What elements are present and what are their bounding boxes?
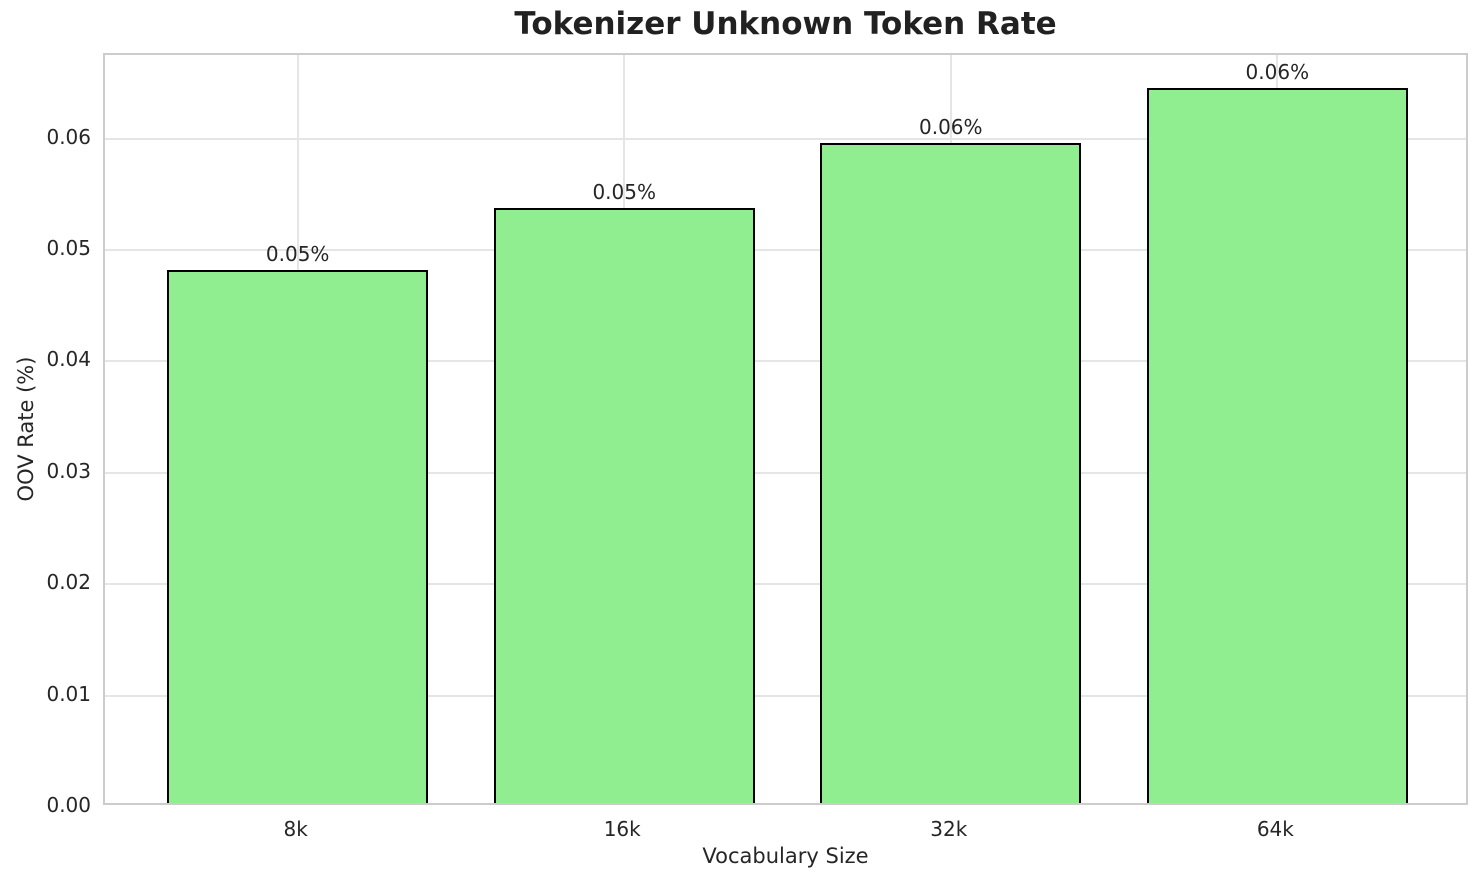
x-tick-label: 8k: [283, 817, 308, 841]
bar-16k: [493, 207, 755, 803]
y-tick-label: 0.06: [46, 124, 91, 149]
gridline-horizontal: [105, 694, 1466, 697]
gridline-horizontal: [105, 137, 1466, 140]
bar-8k: [167, 270, 429, 803]
x-axis-label: Vocabulary Size: [702, 844, 869, 868]
x-tick-label: 64k: [1256, 817, 1294, 841]
y-tick-label: 0.01: [46, 681, 91, 706]
gridline-horizontal: [105, 583, 1466, 586]
plot-area: 0.05% 0.05% 0.06% 0.06%: [103, 53, 1468, 805]
bar-value-label: 0.05%: [265, 242, 330, 267]
y-tick-label: 0.03: [46, 458, 91, 483]
y-tick-label: 0.02: [46, 570, 91, 595]
x-tick-label: 16k: [603, 817, 641, 841]
y-tick-label: 0.00: [46, 793, 91, 817]
bar-value-label: 0.05%: [592, 179, 656, 204]
gridline-horizontal: [105, 360, 1466, 363]
gridline-horizontal: [105, 471, 1466, 474]
x-tick-label: 32k: [930, 817, 968, 841]
bar-value-label: 0.06%: [1245, 60, 1310, 85]
gridline-horizontal: [105, 248, 1466, 251]
bar-32k: [820, 143, 1082, 803]
bar-value-label: 0.06%: [918, 115, 983, 139]
y-tick-label: 0.05: [46, 235, 91, 260]
bar-64k: [1146, 88, 1408, 803]
chart-title: Tokenizer Unknown Token Rate: [514, 6, 1057, 42]
y-tick-label: 0.04: [46, 347, 91, 372]
